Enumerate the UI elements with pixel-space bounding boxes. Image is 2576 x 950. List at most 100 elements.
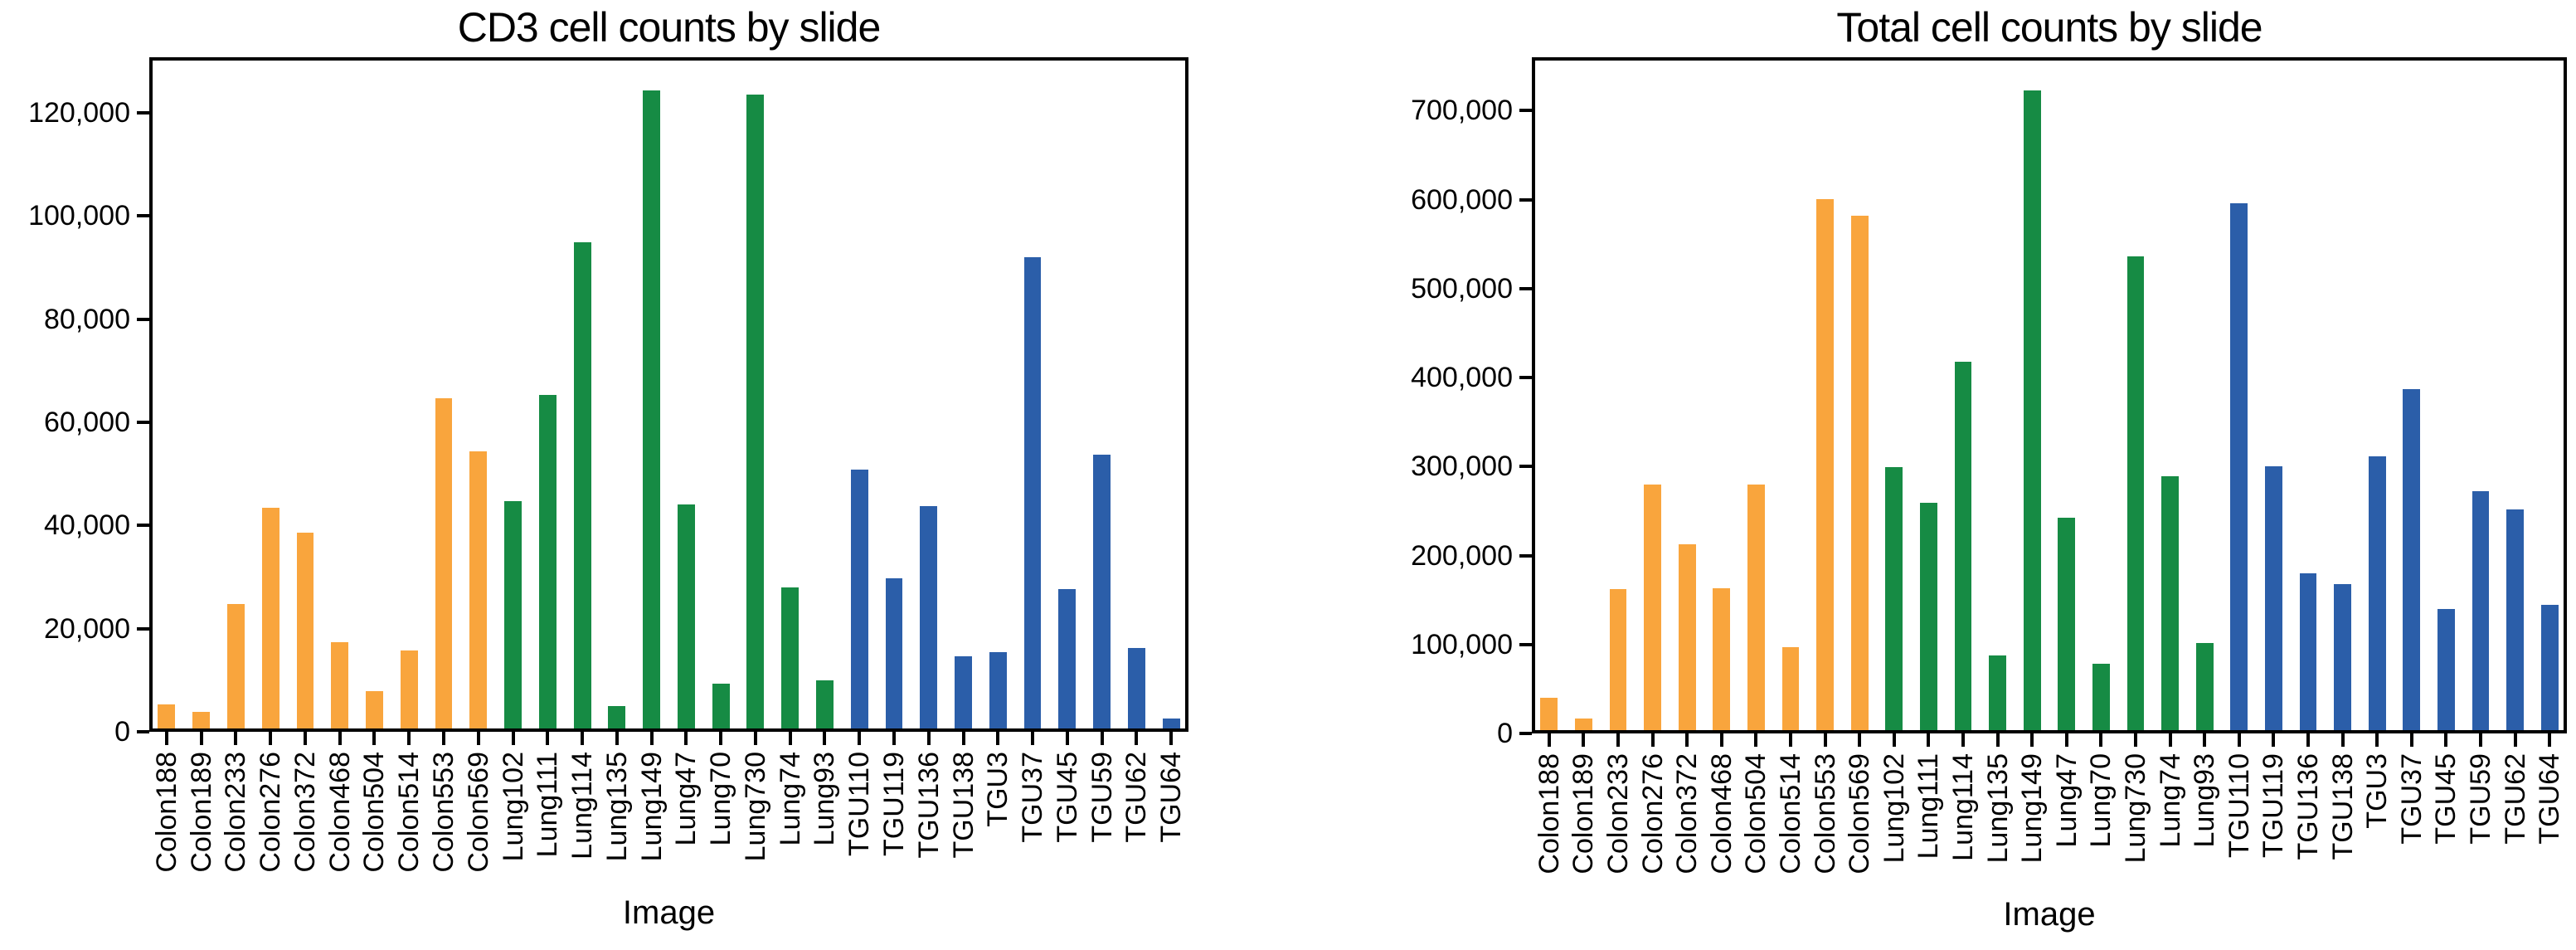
- bar-Lung47: [2058, 518, 2076, 733]
- y-tick-label: 20,000: [44, 612, 130, 645]
- x-tick-label: Lung74: [2154, 753, 2186, 848]
- bar-Lung47: [677, 504, 695, 732]
- bar-Colon233: [1609, 589, 1627, 733]
- x-tick: [234, 732, 238, 745]
- bar-Colon468: [1713, 588, 1731, 733]
- y-tick: [1519, 465, 1532, 469]
- x-tick: [2340, 733, 2345, 747]
- x-tick: [2030, 733, 2034, 747]
- bar-Lung114: [573, 242, 591, 732]
- x-tick-label: Lung74: [774, 752, 806, 846]
- y-tick: [137, 317, 149, 321]
- bar-TGU138: [2334, 583, 2351, 733]
- x-tick: [1995, 733, 2000, 747]
- y-tick: [1519, 197, 1532, 202]
- bar-TGU45: [1058, 588, 1077, 732]
- x-tick: [1650, 733, 1655, 747]
- bar-TGU59: [1093, 455, 1111, 732]
- x-tick: [2203, 733, 2207, 747]
- x-tick-label: Colon189: [1567, 753, 1600, 874]
- bar-Colon188: [1540, 698, 1558, 733]
- x-tick-label: TGU59: [1086, 752, 1118, 843]
- x-tick: [2479, 733, 2482, 747]
- x-tick: [753, 732, 757, 745]
- bar-TGU62: [2506, 509, 2524, 733]
- x-tick-label: TGU119: [877, 752, 910, 856]
- x-tick-label: Lung70: [2085, 753, 2117, 848]
- x-tick: [2513, 733, 2517, 747]
- bar-Colon504: [1747, 484, 1765, 733]
- bar-Colon372: [1678, 543, 1696, 733]
- x-tick: [372, 732, 377, 745]
- bar-Lung70: [2092, 664, 2110, 733]
- x-tick: [1858, 733, 1862, 747]
- bar-TGU62: [1127, 648, 1145, 732]
- x-tick-label: Lung111: [532, 752, 564, 858]
- x-tick-label: Lung102: [497, 752, 529, 862]
- x-tick: [788, 732, 792, 745]
- x-tick: [684, 732, 688, 745]
- x-tick-label: Colon569: [462, 752, 494, 873]
- bar-TGU138: [955, 655, 972, 732]
- x-tick: [2064, 733, 2068, 747]
- x-tick-label: Colon276: [255, 752, 287, 873]
- y-tick: [137, 626, 149, 631]
- bar-Colon468: [331, 641, 349, 732]
- x-tick-label: Colon514: [393, 752, 425, 873]
- x-tick: [1892, 733, 1896, 747]
- x-tick-label: Colon504: [358, 752, 391, 873]
- x-tick-label: Colon468: [323, 752, 356, 873]
- bar-TGU119: [885, 578, 903, 732]
- bar-Lung135: [1989, 655, 2006, 733]
- x-tick: [1547, 733, 1551, 747]
- x-tick-label: TGU3: [2361, 753, 2394, 829]
- x-tick-label: Lung47: [2050, 753, 2083, 848]
- y-tick-label: 700,000: [1411, 95, 1513, 127]
- y-tick-label: 100,000: [28, 200, 130, 232]
- bar-Colon188: [158, 704, 176, 732]
- y-tick: [137, 524, 149, 528]
- x-tick: [442, 732, 446, 745]
- y-tick-label: 500,000: [1411, 272, 1513, 304]
- y-tick-label: 80,000: [44, 303, 130, 335]
- x-tick-label: TGU45: [1051, 752, 1083, 843]
- x-tick: [1719, 733, 1723, 747]
- chart-title: CD3 cell counts by slide: [457, 4, 882, 51]
- bar-Colon276: [1644, 484, 1661, 733]
- x-tick: [1065, 732, 1069, 745]
- y-tick-label: 60,000: [44, 407, 130, 439]
- x-tick: [546, 732, 550, 745]
- bar-Lung149: [2023, 90, 2041, 733]
- bar-Lung730: [2126, 256, 2145, 733]
- x-tick-label: Colon276: [1636, 753, 1669, 874]
- x-tick-label: TGU64: [2534, 753, 2566, 845]
- x-tick-label: Colon233: [220, 752, 252, 873]
- x-tick: [303, 732, 307, 745]
- x-tick: [892, 732, 896, 745]
- y-tick: [1519, 553, 1532, 558]
- bar-Lung135: [608, 705, 626, 732]
- x-tick: [199, 732, 203, 745]
- x-tick-label: TGU59: [2465, 753, 2496, 845]
- bar-Lung70: [712, 684, 730, 732]
- bar-Colon553: [435, 397, 453, 732]
- y-tick: [1519, 642, 1532, 646]
- y-tick: [1519, 732, 1532, 735]
- x-tick: [1685, 733, 1689, 747]
- x-tick-label: Colon504: [1740, 753, 1772, 874]
- x-tick-label: TGU110: [843, 752, 876, 856]
- x-tick: [1100, 732, 1104, 745]
- bar-TGU37: [2403, 388, 2421, 733]
- bar-Colon553: [1816, 198, 1834, 733]
- x-tick-label: Lung135: [1981, 753, 2014, 864]
- x-tick-label: Lung70: [705, 752, 737, 846]
- bar-TGU3: [989, 652, 1007, 732]
- x-tick: [1823, 733, 1827, 747]
- x-tick: [858, 732, 862, 745]
- x-tick-label: Colon372: [1671, 753, 1704, 874]
- y-tick-label: 300,000: [1411, 451, 1513, 483]
- x-tick-label: Lung149: [2016, 753, 2049, 864]
- x-tick-label: Colon372: [289, 752, 321, 873]
- bar-Colon189: [192, 711, 211, 732]
